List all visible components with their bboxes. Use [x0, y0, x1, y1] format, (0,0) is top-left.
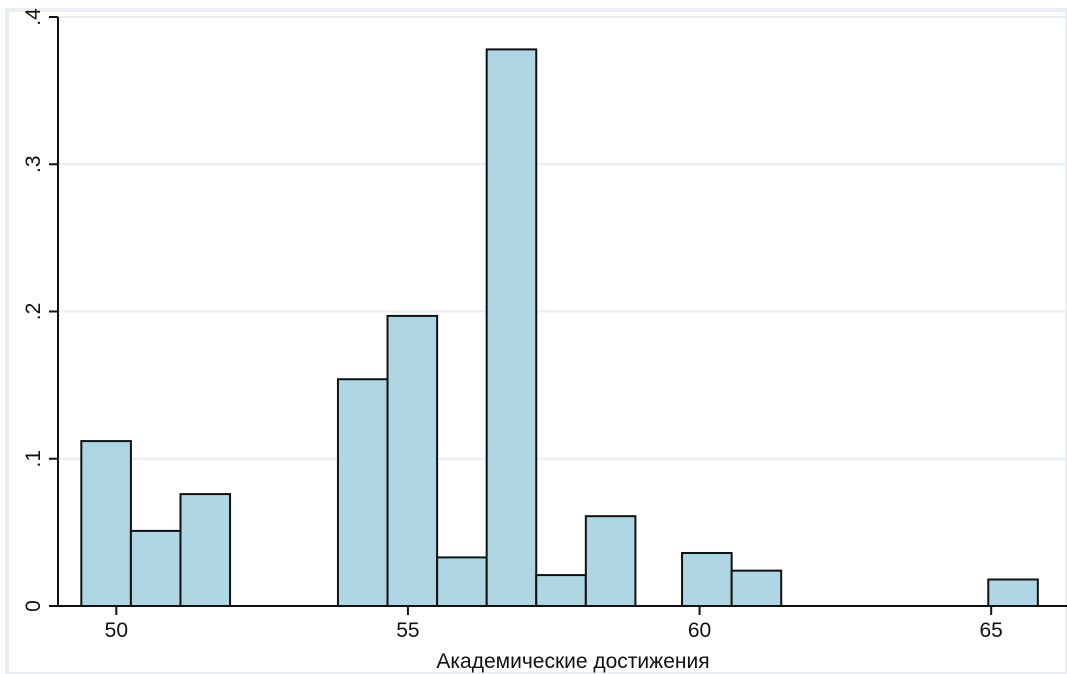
gridlines — [58, 16, 1067, 460]
tick-labels: 0 .1 .2 .3 .4 50 55 60 65 — [22, 8, 1003, 642]
axes — [49, 16, 1067, 615]
histogram-bar — [80, 440, 132, 607]
histogram-bar — [436, 556, 488, 607]
x-tick-label: 55 — [396, 619, 419, 642]
x-tick-label: 65 — [979, 619, 1002, 642]
histogram-bar — [485, 48, 538, 607]
outer-frame — [5, 8, 1067, 674]
histogram-bar — [336, 378, 389, 607]
y-tick-label: .3 — [22, 155, 45, 173]
histogram-bar — [179, 493, 232, 607]
histogram-bar — [681, 551, 733, 607]
histogram-bar — [386, 314, 439, 607]
histogram-bar — [730, 569, 783, 607]
histogram-bar — [535, 574, 587, 608]
y-tick-label: .1 — [22, 450, 45, 468]
histogram-bar — [129, 529, 182, 608]
y-tick-label: .4 — [22, 8, 45, 26]
histogram-bar — [987, 578, 1039, 607]
histogram-bar — [584, 515, 637, 607]
x-tick-label: 50 — [105, 619, 128, 642]
x-axis-title: Академические достижения — [436, 650, 709, 673]
x-tick-label: 60 — [688, 619, 711, 642]
y-tick-label: .2 — [22, 303, 45, 321]
y-tick-label: 0 — [22, 600, 45, 612]
